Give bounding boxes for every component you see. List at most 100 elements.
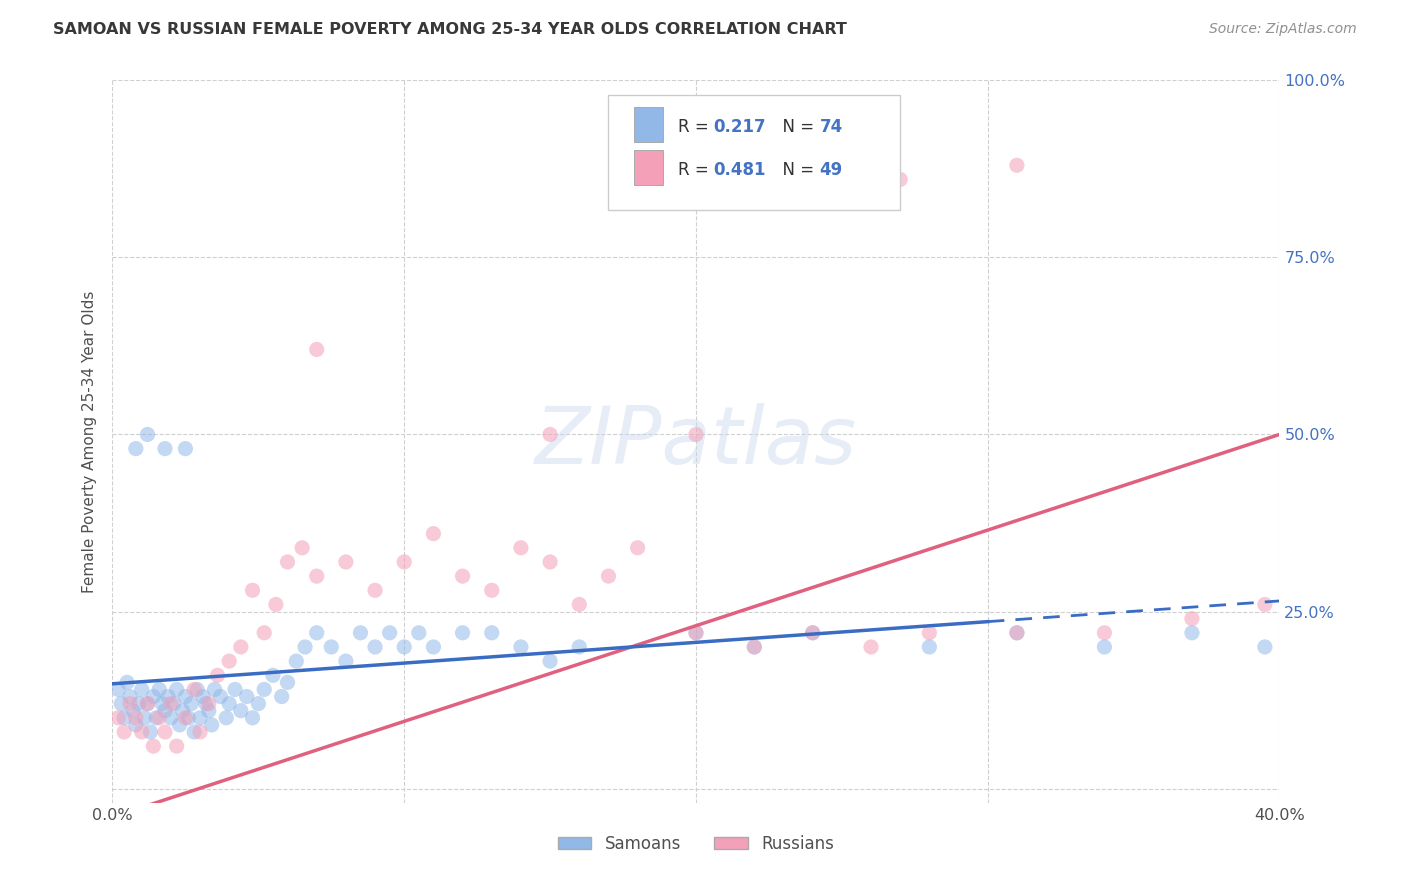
Point	[131, 725, 153, 739]
Point	[136, 697, 159, 711]
Point	[163, 697, 186, 711]
Text: R =: R =	[679, 118, 714, 136]
Point	[142, 690, 165, 704]
Point	[264, 598, 287, 612]
Point	[481, 625, 503, 640]
Point	[538, 427, 561, 442]
Point	[197, 704, 219, 718]
Point	[1005, 625, 1028, 640]
Point	[481, 583, 503, 598]
Text: 74: 74	[820, 118, 844, 136]
Point	[305, 343, 328, 357]
Point	[801, 625, 824, 640]
Point	[598, 569, 620, 583]
Text: R =: R =	[679, 161, 714, 179]
Point	[125, 711, 148, 725]
Text: ZIPatlas: ZIPatlas	[534, 402, 858, 481]
Point	[115, 675, 138, 690]
Point	[174, 690, 197, 704]
Point	[197, 697, 219, 711]
Point	[134, 711, 156, 725]
Point	[918, 640, 941, 654]
Point	[305, 569, 328, 583]
Point	[685, 625, 707, 640]
Point	[1005, 625, 1028, 640]
Point	[742, 640, 765, 654]
Point	[201, 718, 224, 732]
Point	[136, 697, 159, 711]
Point	[174, 442, 197, 456]
Point	[153, 442, 176, 456]
Point	[160, 697, 183, 711]
Point	[229, 640, 252, 654]
Point	[186, 682, 208, 697]
Point	[335, 654, 357, 668]
Point	[177, 711, 200, 725]
Point	[118, 690, 141, 704]
Point	[538, 555, 561, 569]
FancyBboxPatch shape	[634, 151, 664, 185]
Point	[291, 541, 314, 555]
Point	[107, 682, 129, 697]
Point	[148, 711, 170, 725]
Point	[422, 640, 444, 654]
Point	[131, 682, 153, 697]
Point	[305, 625, 328, 640]
Point	[1181, 612, 1204, 626]
Point	[276, 675, 298, 690]
Point	[742, 640, 765, 654]
Point	[215, 711, 238, 725]
Point	[294, 640, 316, 654]
Point	[118, 697, 141, 711]
Point	[242, 711, 264, 725]
Point	[364, 583, 387, 598]
Point	[509, 640, 531, 654]
Point	[166, 682, 188, 697]
Point	[1254, 598, 1277, 612]
Point	[509, 541, 531, 555]
Point	[568, 598, 591, 612]
Point	[394, 640, 416, 654]
Point	[160, 711, 183, 725]
Point	[349, 625, 371, 640]
Point	[270, 690, 292, 704]
Point	[125, 718, 148, 732]
Point	[148, 682, 170, 697]
Point	[218, 697, 240, 711]
Point	[183, 725, 205, 739]
Point	[122, 704, 145, 718]
Point	[207, 668, 229, 682]
Point	[136, 427, 159, 442]
Point	[247, 697, 270, 711]
Point	[378, 625, 401, 640]
Point	[224, 682, 246, 697]
Point	[685, 427, 707, 442]
Point	[194, 697, 217, 711]
Point	[188, 711, 211, 725]
Point	[172, 704, 194, 718]
Point	[112, 725, 135, 739]
Point	[627, 541, 650, 555]
Point	[235, 690, 257, 704]
Text: N =: N =	[772, 161, 820, 179]
Point	[253, 625, 276, 640]
Point	[229, 704, 252, 718]
Point	[1094, 625, 1116, 640]
FancyBboxPatch shape	[609, 95, 900, 211]
Point	[451, 569, 474, 583]
Point	[218, 654, 240, 668]
Point	[335, 555, 357, 569]
Point	[188, 725, 211, 739]
Point	[1254, 640, 1277, 654]
Text: SAMOAN VS RUSSIAN FEMALE POVERTY AMONG 25-34 YEAR OLDS CORRELATION CHART: SAMOAN VS RUSSIAN FEMALE POVERTY AMONG 2…	[53, 22, 848, 37]
Y-axis label: Female Poverty Among 25-34 Year Olds: Female Poverty Among 25-34 Year Olds	[82, 291, 97, 592]
Point	[242, 583, 264, 598]
Text: 49: 49	[820, 161, 844, 179]
Point	[153, 704, 176, 718]
Point	[394, 555, 416, 569]
Point	[1094, 640, 1116, 654]
Point	[145, 711, 167, 725]
Point	[204, 682, 226, 697]
Point	[174, 711, 197, 725]
Point	[1005, 158, 1028, 172]
